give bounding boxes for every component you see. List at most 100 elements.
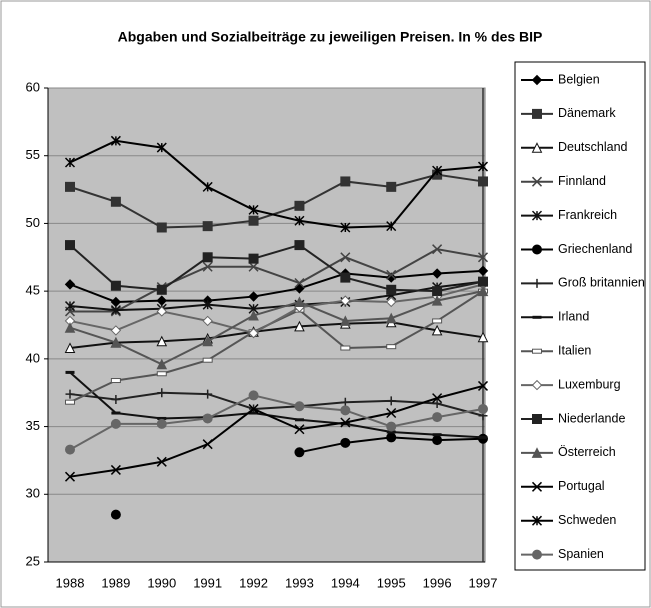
marker xyxy=(202,221,213,232)
y-tick-label: 30 xyxy=(26,486,40,501)
legend-label: Portugal xyxy=(558,479,605,493)
marker-part xyxy=(294,296,305,307)
marker-part xyxy=(202,357,213,363)
marker xyxy=(431,324,443,336)
marker-part xyxy=(340,315,351,326)
marker xyxy=(432,393,443,404)
marker-part xyxy=(432,435,443,446)
legend-label: Irland xyxy=(558,310,589,324)
marker-part xyxy=(340,405,351,416)
marker-part xyxy=(202,315,213,327)
marker xyxy=(386,421,397,432)
marker-part xyxy=(202,335,213,347)
marker xyxy=(64,279,76,290)
marker xyxy=(248,253,259,264)
marker-part xyxy=(65,181,75,192)
marker xyxy=(110,305,121,316)
y-tick-label: 40 xyxy=(26,350,40,365)
marker-part xyxy=(340,252,351,263)
marker xyxy=(294,200,305,211)
marker xyxy=(531,481,543,492)
legend-label: Österreich xyxy=(558,445,616,459)
marker-part xyxy=(340,437,351,448)
legend-label: Belgien xyxy=(558,72,600,86)
marker xyxy=(431,268,443,279)
legend-label: Finnland xyxy=(558,174,606,188)
marker-part xyxy=(248,204,259,215)
marker xyxy=(386,284,397,295)
marker-part xyxy=(294,401,305,412)
marker xyxy=(202,439,213,450)
marker xyxy=(340,252,351,263)
marker xyxy=(386,396,396,406)
marker-part xyxy=(65,389,75,399)
series-line xyxy=(69,244,484,293)
marker xyxy=(64,301,76,312)
marker xyxy=(294,447,305,458)
marker xyxy=(248,215,259,226)
marker xyxy=(531,74,543,86)
marker-part xyxy=(156,142,167,153)
marker-part xyxy=(294,277,305,289)
y-tick-label: 50 xyxy=(26,215,40,230)
marker xyxy=(478,176,488,187)
marker xyxy=(340,397,350,407)
marker-part xyxy=(248,215,259,226)
x-tick-label: 1992 xyxy=(239,575,268,590)
marker-part xyxy=(531,481,543,492)
marker xyxy=(532,414,542,424)
marker xyxy=(65,444,75,455)
marker-part xyxy=(386,296,397,308)
marker xyxy=(531,379,543,391)
legend-label: Spanien xyxy=(558,547,604,561)
marker-part xyxy=(477,380,489,391)
chart-title: Abgaben und Sozialbeiträge zu jeweiligen… xyxy=(118,29,543,45)
marker xyxy=(477,265,489,277)
marker-part xyxy=(110,280,121,291)
x-tick-label: 1988 xyxy=(56,575,85,590)
marker-part xyxy=(65,444,75,455)
marker-part xyxy=(340,295,351,306)
marker xyxy=(432,399,442,409)
marker xyxy=(202,413,213,424)
marker-part xyxy=(110,135,121,146)
marker-part xyxy=(156,358,168,370)
marker xyxy=(531,142,543,153)
marker-part xyxy=(110,196,121,207)
marker-part xyxy=(432,412,443,423)
marker xyxy=(110,418,121,429)
marker-part xyxy=(111,394,121,404)
marker xyxy=(432,244,443,255)
marker xyxy=(340,345,351,351)
marker-part xyxy=(386,432,397,443)
marker xyxy=(65,399,75,405)
marker-part xyxy=(294,215,305,226)
marker xyxy=(386,272,397,283)
marker xyxy=(531,447,543,458)
marker-part xyxy=(385,312,397,324)
y-tick-label: 35 xyxy=(26,418,40,433)
marker-part xyxy=(477,285,489,297)
marker xyxy=(202,252,213,263)
marker xyxy=(156,358,168,370)
marker xyxy=(340,315,351,326)
marker-part xyxy=(156,456,167,467)
marker xyxy=(340,176,351,187)
marker xyxy=(532,244,542,255)
marker-part xyxy=(64,322,76,333)
series-line xyxy=(69,139,484,229)
series-line xyxy=(69,173,484,229)
marker-part xyxy=(65,399,75,405)
marker xyxy=(531,515,543,526)
marker xyxy=(110,464,121,475)
marker xyxy=(110,196,121,207)
marker-part xyxy=(64,279,76,290)
marker xyxy=(478,276,488,287)
marker-part xyxy=(532,278,542,288)
marker-part xyxy=(477,252,489,263)
marker-part xyxy=(340,272,351,283)
marker-part xyxy=(248,327,259,339)
marker-part xyxy=(202,413,213,424)
y-tick-label: 55 xyxy=(26,147,40,162)
marker-part xyxy=(64,471,76,482)
